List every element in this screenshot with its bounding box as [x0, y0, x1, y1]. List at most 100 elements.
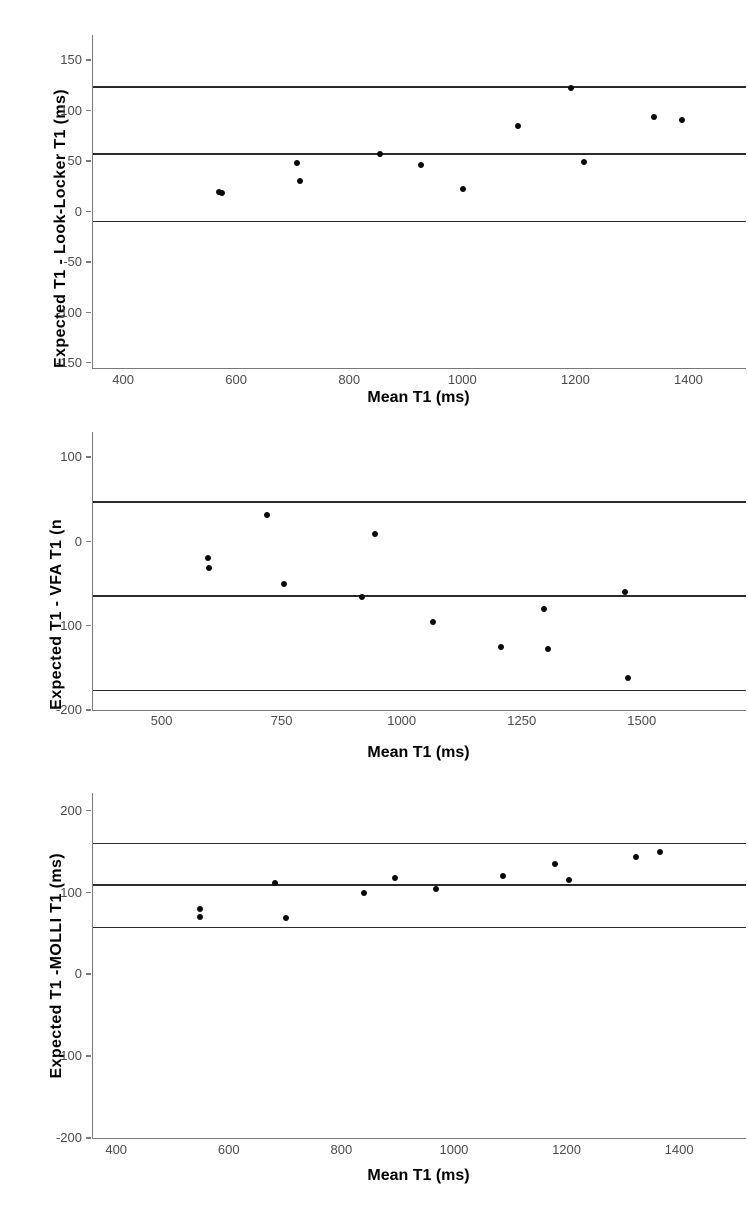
y-tick-mark: [86, 891, 91, 894]
x-tick-label: 1500: [627, 713, 657, 728]
data-point: [459, 186, 466, 193]
data-point: [282, 915, 289, 922]
data-point: [624, 674, 631, 681]
x-tick-label: 1200: [552, 1142, 581, 1157]
data-point: [272, 879, 279, 886]
lower-loa-line: [93, 689, 746, 692]
y-tick-mark: [86, 709, 91, 711]
y-tick-label: -50: [63, 254, 82, 270]
y-tick-label: -150: [55, 354, 82, 370]
data-point: [297, 178, 304, 185]
y-tick-mark: [86, 456, 91, 458]
y-tick-label: -200: [55, 702, 82, 717]
data-point: [377, 151, 384, 158]
y-tick-mark: [86, 160, 91, 162]
mean-bias-line: [93, 595, 746, 597]
y-tick-mark: [86, 809, 91, 812]
data-point: [392, 875, 399, 882]
x-tick-label: 1000: [439, 1142, 469, 1157]
plot-area: [92, 432, 746, 711]
data-point: [565, 876, 572, 883]
data-point: [678, 116, 685, 123]
data-point: [568, 85, 575, 92]
y-tick-mark: [86, 973, 91, 975]
x-tick-label: 800: [330, 1142, 353, 1157]
x-tick-label: 1000: [447, 372, 477, 387]
y-tick-mark: [86, 540, 91, 542]
y-tick-mark: [86, 109, 91, 112]
x-tick-label: 1400: [664, 1142, 694, 1157]
y-tick-mark: [86, 1137, 91, 1139]
y-tick-label: -100: [55, 617, 82, 633]
x-tick-label: 600: [217, 1142, 240, 1157]
data-point: [551, 861, 558, 868]
y-tick-label: 0: [74, 533, 82, 549]
y-tick-label: 50: [67, 153, 82, 169]
y-tick-mark: [86, 361, 91, 364]
x-axis-label: Mean T1 (ms): [367, 1167, 470, 1184]
lower-loa-line: [93, 926, 746, 929]
y-tick-label: 150: [60, 52, 82, 68]
data-point: [196, 906, 203, 913]
x-tick-label: 600: [225, 372, 247, 387]
y-tick-mark: [86, 624, 91, 627]
data-point: [621, 589, 628, 596]
y-tick-label: 200: [60, 802, 82, 818]
x-tick-label: 500: [150, 713, 173, 728]
data-point: [429, 619, 436, 626]
data-point: [632, 853, 639, 860]
plot-area: [92, 35, 746, 369]
data-point: [360, 889, 367, 896]
upper-loa-line: [93, 86, 746, 89]
x-tick-label: 1000: [387, 713, 417, 728]
y-tick-label: 100: [60, 449, 82, 465]
lower-loa-line: [93, 220, 746, 223]
data-point: [294, 160, 301, 167]
x-axis-label: Mean T1 (ms): [367, 389, 470, 406]
y-tick-label: 100: [60, 102, 82, 118]
x-tick-label: 400: [105, 1142, 128, 1157]
mean-bias-line: [93, 153, 746, 155]
y-tick-label: 0: [74, 203, 82, 219]
x-tick-label: 1400: [673, 372, 703, 387]
y-tick-mark: [86, 261, 91, 263]
x-tick-label: 400: [112, 372, 134, 387]
data-point: [515, 122, 522, 129]
x-tick-label: 1250: [507, 713, 537, 728]
y-tick-mark: [86, 210, 91, 213]
data-point: [418, 162, 425, 169]
data-point: [650, 113, 657, 120]
data-point: [358, 594, 365, 601]
data-point: [263, 512, 270, 519]
y-tick-mark: [86, 1055, 91, 1057]
data-point: [372, 530, 379, 537]
data-point: [433, 886, 440, 893]
data-point: [657, 848, 664, 855]
y-tick-label: -100: [55, 304, 82, 320]
data-point: [541, 605, 548, 612]
x-tick-label: 800: [338, 372, 361, 387]
data-point: [216, 189, 223, 196]
mean-bias-line: [93, 884, 746, 886]
upper-loa-line: [93, 842, 746, 845]
data-point: [545, 646, 552, 653]
y-tick-mark: [86, 311, 91, 313]
upper-loa-line: [93, 500, 746, 503]
x-tick-label: 1200: [560, 372, 590, 387]
y-tick-label: -100: [55, 1048, 82, 1064]
y-tick-label: 100: [60, 884, 82, 900]
data-point: [498, 643, 505, 650]
data-point: [499, 872, 506, 879]
y-tick-mark: [86, 59, 91, 61]
data-point: [196, 914, 203, 921]
plot-area: [92, 793, 746, 1139]
y-tick-label: -200: [55, 1130, 82, 1145]
data-point: [219, 190, 226, 197]
x-tick-label: 750: [270, 713, 293, 728]
x-axis-label: Mean T1 (ms): [367, 744, 470, 761]
data-point: [204, 554, 211, 561]
